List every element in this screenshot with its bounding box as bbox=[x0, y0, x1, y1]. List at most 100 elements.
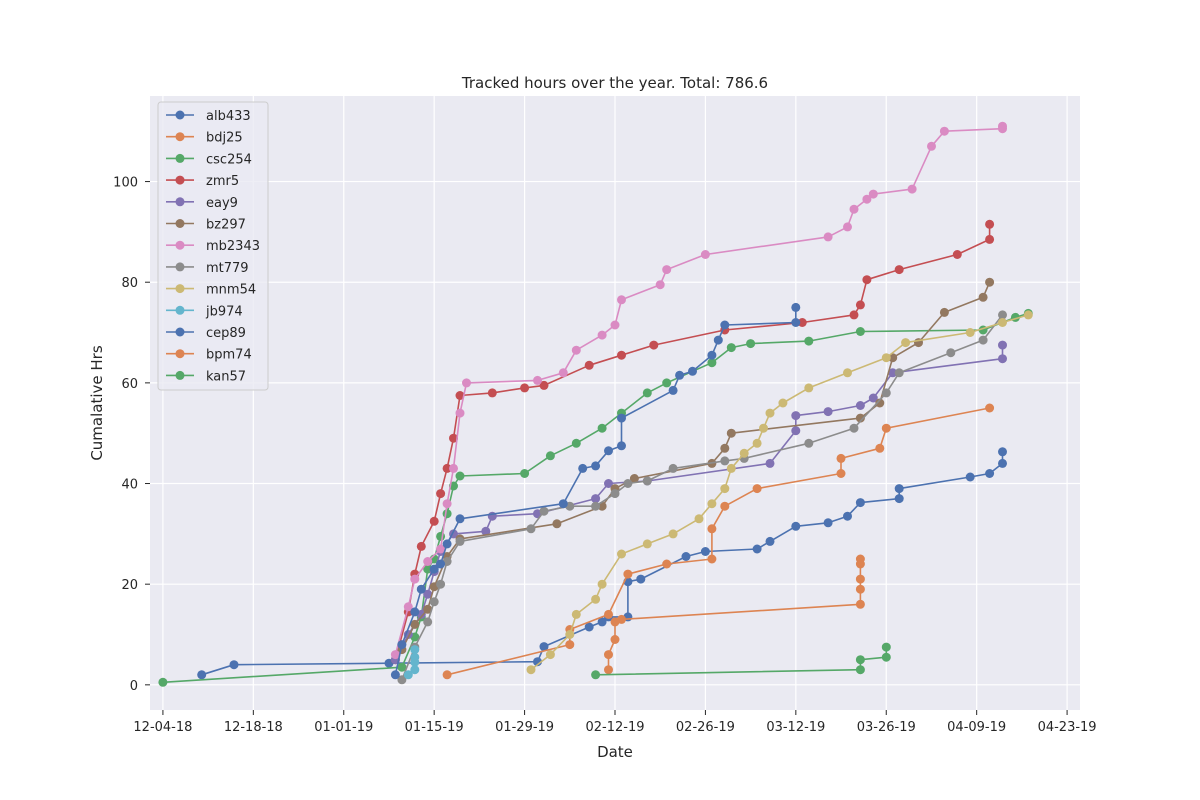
data-point bbox=[539, 506, 549, 516]
data-point bbox=[636, 574, 646, 584]
data-point bbox=[843, 511, 852, 521]
data-point bbox=[855, 665, 865, 675]
data-point bbox=[390, 670, 400, 680]
data-point bbox=[649, 340, 659, 350]
legend-box bbox=[157, 101, 269, 391]
legend-label-mt779: mt779 bbox=[206, 261, 249, 276]
legend-marker-mb2343 bbox=[175, 240, 185, 250]
data-point bbox=[571, 609, 581, 619]
data-point bbox=[985, 403, 995, 413]
data-point bbox=[416, 584, 426, 594]
x-tick-label: 02-12-19 bbox=[585, 720, 644, 735]
data-point bbox=[888, 368, 898, 378]
data-point bbox=[700, 547, 710, 556]
data-point bbox=[442, 499, 452, 509]
data-point bbox=[597, 330, 607, 340]
data-point bbox=[617, 549, 626, 559]
data-point bbox=[765, 458, 775, 468]
data-point bbox=[804, 438, 814, 448]
data-point bbox=[533, 375, 542, 385]
data-point bbox=[700, 250, 710, 259]
data-point bbox=[713, 335, 723, 345]
data-point bbox=[823, 407, 833, 417]
data-point bbox=[998, 354, 1007, 364]
data-point bbox=[998, 458, 1007, 468]
data-point bbox=[397, 675, 407, 685]
legend-label-kan57: kan57 bbox=[206, 369, 246, 384]
x-tick-label: 04-23-19 bbox=[1038, 720, 1097, 735]
data-point bbox=[894, 494, 904, 504]
legend-marker-bpm74 bbox=[175, 349, 185, 359]
data-point bbox=[855, 655, 865, 665]
data-point bbox=[791, 411, 801, 421]
data-point bbox=[855, 599, 865, 609]
legend-label-csc254: csc254 bbox=[206, 152, 252, 167]
data-point bbox=[843, 368, 852, 378]
legend-marker-zmr5 bbox=[175, 175, 185, 185]
data-point bbox=[907, 184, 917, 194]
data-point bbox=[423, 557, 433, 566]
data-point bbox=[436, 531, 446, 541]
data-point bbox=[610, 320, 620, 330]
data-point bbox=[591, 501, 601, 511]
data-point bbox=[739, 448, 749, 458]
series-line-eay9 bbox=[394, 345, 1004, 661]
data-point bbox=[791, 302, 801, 312]
data-point bbox=[436, 579, 446, 589]
y-tick-label: 80 bbox=[121, 276, 138, 291]
data-point bbox=[455, 408, 465, 418]
data-point bbox=[855, 327, 865, 336]
data-point bbox=[1023, 310, 1033, 320]
legend-marker-bdj25 bbox=[175, 132, 185, 142]
data-point bbox=[436, 544, 446, 554]
data-point bbox=[604, 479, 613, 488]
x-tick-label: 12-04-18 bbox=[133, 720, 192, 735]
data-point bbox=[797, 318, 807, 327]
data-point bbox=[655, 280, 665, 290]
data-point bbox=[965, 328, 975, 337]
data-point bbox=[694, 514, 704, 524]
data-point bbox=[584, 360, 594, 370]
data-point bbox=[752, 544, 762, 554]
data-point bbox=[410, 645, 420, 655]
data-point bbox=[765, 408, 775, 418]
data-point bbox=[410, 619, 420, 629]
data-point bbox=[597, 617, 607, 627]
data-point bbox=[752, 484, 762, 494]
data-point bbox=[158, 677, 168, 687]
data-point bbox=[449, 433, 458, 443]
data-point bbox=[939, 126, 949, 136]
data-point bbox=[642, 388, 652, 398]
data-point bbox=[410, 652, 420, 662]
series-mb2343 bbox=[390, 121, 1007, 660]
x-axis-label: Date bbox=[597, 743, 633, 761]
data-point bbox=[855, 554, 865, 564]
data-point bbox=[720, 320, 730, 330]
data-point bbox=[429, 597, 439, 607]
x-tick-label: 12-18-18 bbox=[224, 720, 283, 735]
data-point bbox=[726, 428, 736, 438]
data-point bbox=[726, 343, 736, 353]
data-point bbox=[455, 471, 465, 481]
data-point bbox=[875, 398, 885, 408]
data-point bbox=[862, 194, 872, 204]
data-point bbox=[197, 670, 207, 680]
legend-label-mnm54: mnm54 bbox=[206, 283, 256, 298]
data-point bbox=[978, 292, 988, 302]
data-point bbox=[623, 479, 633, 488]
series-line-mb2343 bbox=[394, 126, 1004, 655]
data-point bbox=[571, 438, 581, 448]
series-line-bpm74 bbox=[607, 559, 862, 670]
data-point bbox=[410, 574, 420, 584]
data-point bbox=[946, 348, 956, 358]
data-point bbox=[442, 539, 452, 549]
legend-marker-mnm54 bbox=[175, 284, 185, 294]
data-point bbox=[610, 489, 620, 499]
data-point bbox=[462, 378, 471, 388]
data-point bbox=[578, 463, 588, 473]
data-point bbox=[455, 391, 465, 400]
data-point bbox=[765, 536, 775, 546]
data-point bbox=[481, 526, 491, 536]
chart-title: Tracked hours over the year. Total: 786.… bbox=[461, 74, 768, 92]
data-point bbox=[662, 378, 672, 388]
